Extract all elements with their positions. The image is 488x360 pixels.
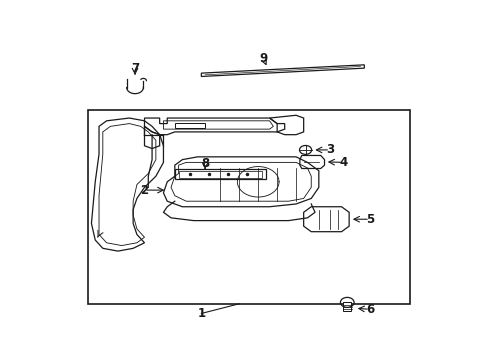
Text: 4: 4 <box>339 156 347 169</box>
Bar <box>178 171 262 177</box>
Text: 8: 8 <box>201 157 209 170</box>
Text: 1: 1 <box>197 307 205 320</box>
Text: 5: 5 <box>365 213 373 226</box>
Text: 9: 9 <box>259 52 267 65</box>
Bar <box>175 169 265 179</box>
Bar <box>87 110 409 304</box>
Text: 2: 2 <box>140 184 148 197</box>
Bar <box>175 123 205 128</box>
Text: 7: 7 <box>131 62 139 75</box>
Text: 6: 6 <box>365 303 373 316</box>
Text: 3: 3 <box>325 143 334 157</box>
Bar <box>343 302 350 311</box>
